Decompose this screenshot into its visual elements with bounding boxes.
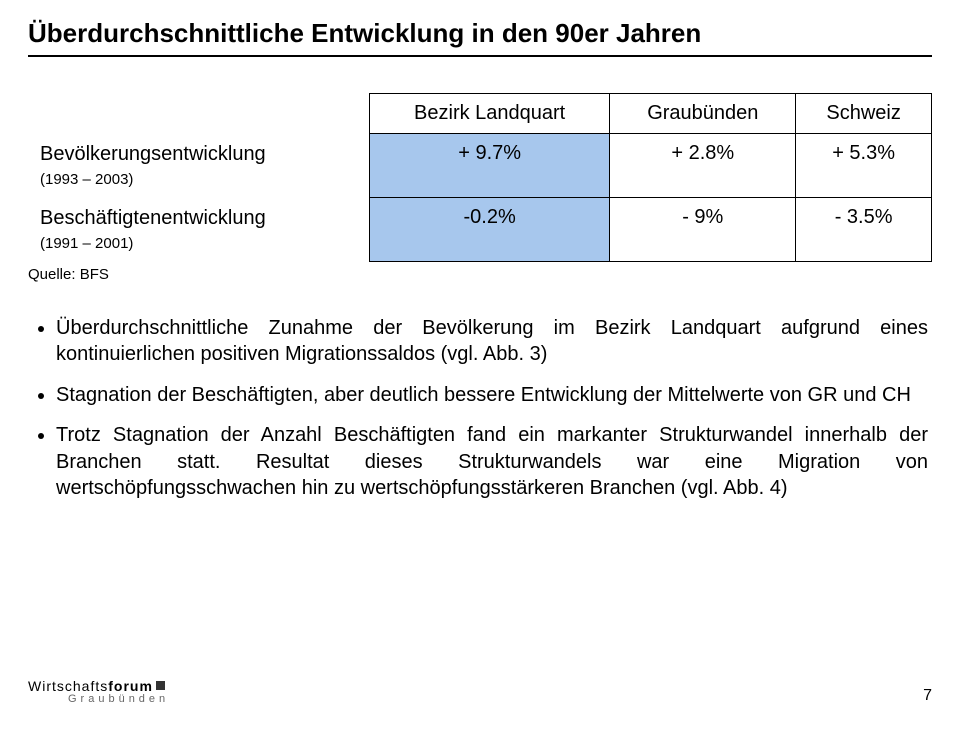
row-sublabel: (1991 – 2001): [40, 235, 133, 252]
logo-subtext: Graubünden: [68, 693, 169, 705]
logo-part2: forum: [108, 678, 153, 694]
cell-highlight: -0.2%: [369, 198, 609, 262]
data-table: Bezirk Landquart Graubünden Schweiz Bevö…: [28, 93, 932, 262]
bullet-item: Trotz Stagnation der Anzahl Beschäftigte…: [56, 422, 928, 501]
cell: - 9%: [610, 198, 796, 262]
empty-corner: [28, 94, 369, 134]
footer-logo: Wirtschaftsforum Graubünden: [28, 678, 169, 705]
col-header: Schweiz: [796, 94, 932, 134]
bullet-item: Überdurchschnittliche Zunahme der Bevölk…: [56, 315, 928, 368]
logo-part1: Wirtschafts: [28, 678, 108, 694]
table-header-row: Bezirk Landquart Graubünden Schweiz: [28, 94, 932, 134]
table-row: Beschäftigtenentwicklung (1991 – 2001) -…: [28, 198, 932, 262]
title-divider: [28, 55, 932, 57]
logo-square-icon: [156, 681, 165, 690]
table-row: Bevölkerungsentwicklung (1993 – 2003) + …: [28, 134, 932, 198]
row-label: Beschäftigtenentwicklung: [40, 207, 266, 229]
logo-text: Wirtschaftsforum: [28, 678, 169, 694]
row-label-cell: Beschäftigtenentwicklung (1991 – 2001): [28, 198, 369, 262]
row-sublabel: (1993 – 2003): [40, 171, 133, 188]
col-header: Bezirk Landquart: [369, 94, 609, 134]
col-header: Graubünden: [610, 94, 796, 134]
page-number: 7: [923, 687, 932, 705]
row-label-cell: Bevölkerungsentwicklung (1993 – 2003): [28, 134, 369, 198]
bullet-item: Stagnation der Beschäftigten, aber deutl…: [56, 382, 928, 408]
cell-highlight: + 9.7%: [369, 134, 609, 198]
cell: - 3.5%: [796, 198, 932, 262]
table-source: Quelle: BFS: [28, 266, 932, 283]
bullet-list: Überdurchschnittliche Zunahme der Bevölk…: [34, 315, 932, 501]
page-title: Überdurchschnittliche Entwicklung in den…: [28, 18, 932, 49]
cell: + 5.3%: [796, 134, 932, 198]
row-label: Bevölkerungsentwicklung: [40, 143, 266, 165]
cell: + 2.8%: [610, 134, 796, 198]
